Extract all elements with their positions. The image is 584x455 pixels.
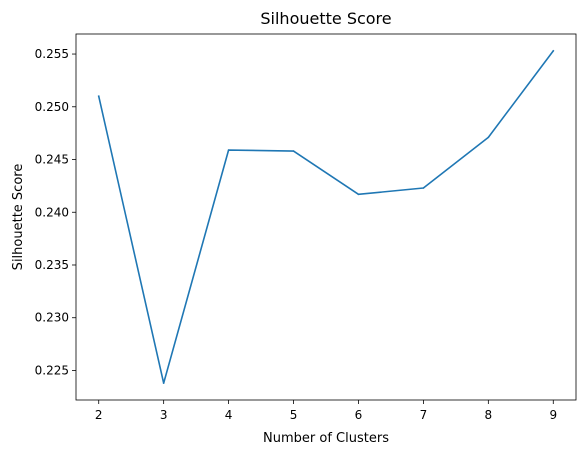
y-axis-ticks: 0.225 0.230 0.235 0.240 0.245 0.250 0.255 [35, 47, 76, 377]
plot-frame [75, 33, 577, 401]
x-tick-label: 9 [549, 408, 557, 422]
x-tick-label: 5 [290, 408, 298, 422]
y-tick-label: 0.225 [35, 363, 69, 377]
x-tick-label: 8 [485, 408, 493, 422]
data-point-3 [162, 382, 165, 384]
series-points [97, 50, 555, 384]
data-point-6 [357, 193, 360, 196]
data-point-7 [422, 187, 425, 189]
y-tick-label: 0.240 [35, 205, 69, 219]
y-tick-label: 0.230 [35, 311, 69, 325]
x-tick-label: 2 [95, 408, 103, 422]
x-axis-ticks: 2 3 4 5 6 7 8 9 [95, 400, 557, 422]
series-line [97, 49, 555, 384]
y-tick-label: 0.245 [35, 153, 69, 167]
data-point-2 [97, 95, 100, 98]
data-point-9 [552, 50, 555, 52]
y-tick-label: 0.235 [35, 258, 69, 272]
plot-area [76, 34, 576, 400]
y-tick-label: 0.250 [35, 100, 69, 114]
y-axis-label: Silhouette Score [11, 164, 26, 271]
x-tick-label: 4 [225, 408, 233, 422]
chart-title: Silhouette Score [260, 9, 391, 28]
data-point-5 [292, 150, 295, 152]
x-tick-label: 6 [355, 408, 363, 422]
y-tick-label: 0.255 [35, 47, 69, 61]
data-point-4 [227, 149, 230, 151]
x-tick-label: 3 [160, 408, 168, 422]
x-axis-label: Number of Clusters [263, 431, 389, 446]
x-tick-label: 7 [420, 408, 428, 422]
data-point-8 [487, 136, 490, 139]
